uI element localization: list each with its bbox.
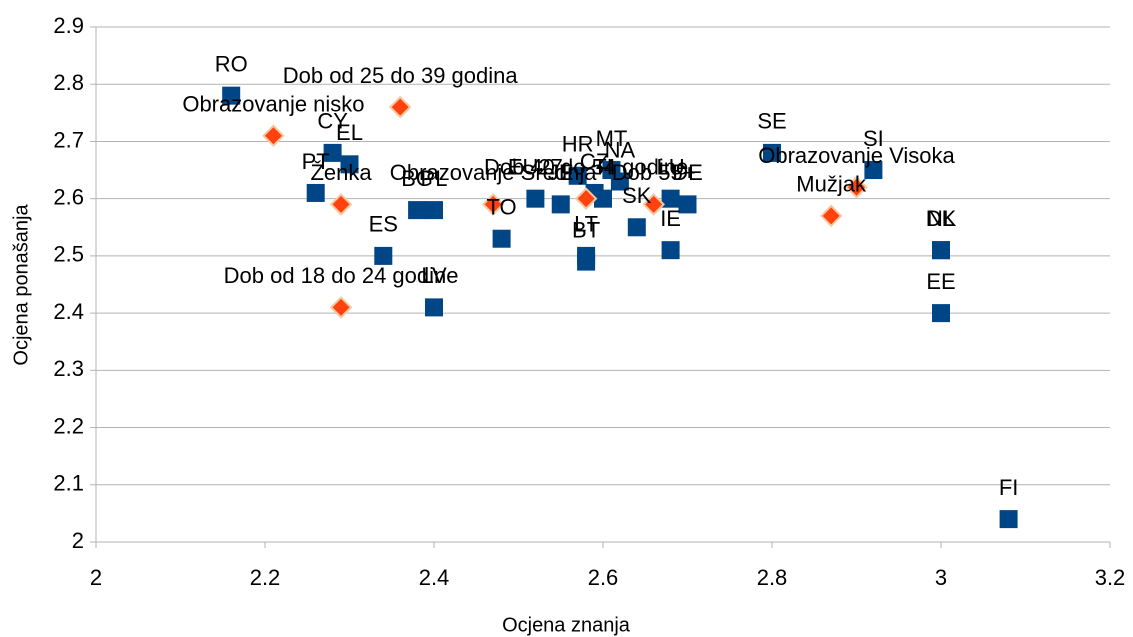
y-tick-label: 2.4: [53, 299, 84, 324]
x-tick-label: 3: [935, 565, 947, 590]
x-tick-label: 2: [90, 565, 102, 590]
point: [574, 187, 598, 210]
point-label: CY: [317, 109, 348, 134]
point-label: MT: [596, 126, 628, 151]
point-label: Dob od 18 do 24 godine: [224, 263, 459, 288]
point-label: PL: [421, 166, 448, 191]
x-tick-label: 2.4: [419, 565, 450, 590]
point-label: IE: [660, 206, 681, 231]
point-label: TI: [593, 154, 613, 179]
point: [425, 201, 443, 220]
point: [306, 183, 325, 202]
point-label: BG: [401, 166, 433, 191]
point-label: CZ: [580, 149, 609, 174]
point-label: DK: [926, 206, 957, 231]
point-label: NA: [605, 137, 636, 162]
point: [408, 201, 427, 220]
point-label: EL: [336, 120, 363, 145]
point-label: Obrazovanje Srednja: [390, 160, 597, 185]
point-label: SE: [757, 109, 786, 134]
point: [864, 161, 883, 180]
point-label: PT: [302, 149, 330, 174]
point: [481, 193, 505, 216]
point: [388, 95, 412, 119]
x-tick-label: 3.2: [1095, 565, 1126, 590]
point-label: Dob 55+: [612, 160, 696, 185]
x-tick-label: 2.8: [757, 565, 788, 590]
point: [642, 193, 666, 216]
x-axis-title: Ocjena znanja: [502, 614, 631, 636]
point: [661, 241, 680, 260]
point: [340, 155, 359, 174]
point-label: Ženka: [310, 160, 372, 185]
y-tick-label: 2.6: [53, 184, 84, 209]
point-label: EU27: [508, 154, 563, 179]
point: [999, 510, 1018, 529]
y-tick-label: 2.1: [53, 471, 84, 496]
point: [568, 166, 587, 185]
point-label: LU: [657, 154, 685, 179]
y-tick-label: 2.8: [53, 70, 84, 95]
point-label: BT: [572, 217, 600, 242]
point-label: LT: [574, 212, 598, 237]
point: [819, 204, 843, 228]
point-label: DE: [672, 160, 703, 185]
point: [551, 195, 570, 214]
point-label: HR: [562, 132, 594, 157]
point-label: EE: [926, 269, 955, 294]
point-label: Obrazovanje nisko: [182, 92, 364, 117]
point-label: RO: [215, 51, 248, 76]
point: [594, 189, 612, 208]
point-label: TO: [487, 195, 517, 220]
y-tick-label: 2.7: [53, 127, 84, 152]
point: [374, 246, 393, 265]
point-label: JE: [548, 160, 574, 185]
point-label: FI: [999, 475, 1019, 500]
point-label: LV: [421, 263, 447, 288]
y-tick-label: 2.2: [53, 413, 84, 438]
point-label: Dob 40 do 54 godine: [484, 154, 688, 179]
y-tick-label: 2.5: [53, 242, 84, 267]
point-label: ES: [369, 212, 398, 237]
x-tick-label: 2.6: [588, 565, 619, 590]
point: [526, 189, 545, 208]
y-tick-label: 2.3: [53, 356, 84, 381]
point: [661, 189, 680, 208]
point-label: NL: [927, 206, 955, 231]
point: [492, 229, 511, 248]
point: [627, 218, 646, 237]
x-tick-label: 2.2: [250, 565, 281, 590]
y-axis-title: Ocjena ponašanja: [10, 204, 32, 366]
point: [610, 172, 629, 191]
point: [845, 175, 868, 199]
y-tick-label: 2: [72, 528, 84, 553]
point: [932, 241, 950, 260]
point-label: Dob od 25 do 39 godina: [283, 63, 519, 88]
point: [577, 252, 596, 271]
point: [323, 143, 342, 162]
point: [262, 124, 285, 148]
point-label: Mužjak: [796, 172, 867, 197]
point: [222, 86, 241, 105]
point: [329, 193, 353, 216]
point: [329, 296, 353, 319]
y-tick-label: 2.9: [53, 13, 84, 38]
point: [932, 304, 950, 323]
point: [678, 195, 697, 214]
point: [425, 298, 443, 317]
point-label: SI: [863, 126, 884, 151]
point-label: Obrazovanje Visoka: [758, 143, 955, 168]
point-label: SK: [622, 183, 652, 208]
point: [763, 143, 781, 162]
